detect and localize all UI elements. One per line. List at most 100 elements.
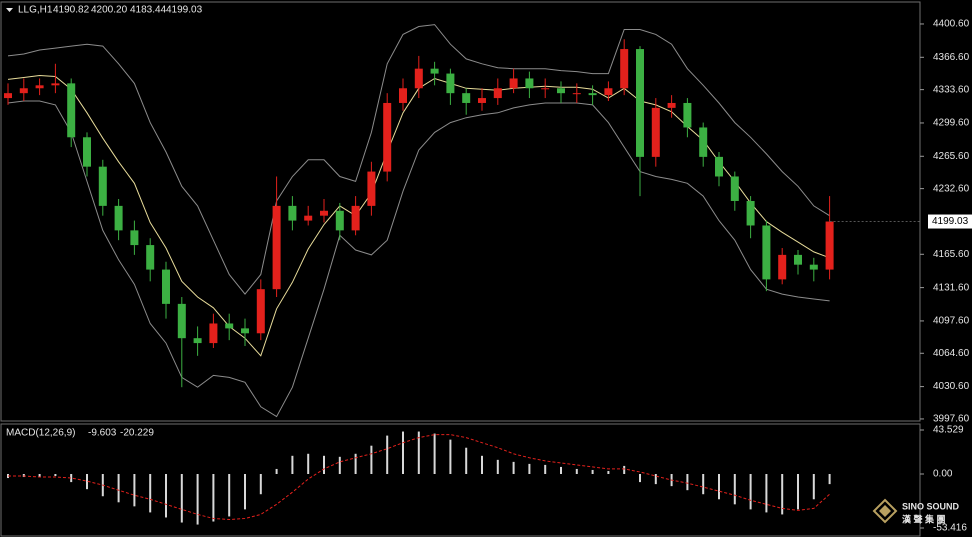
histogram-bar [244,474,246,510]
histogram-bar [338,456,341,475]
histogram-bar [54,474,57,477]
histogram-bar [733,474,736,505]
y-tick-label: 43.529 [933,425,964,436]
current-price-label: 4199.03 [932,216,969,227]
candle-body [541,88,550,90]
candle-body [620,49,629,89]
symbol-title: LLG,H1 [18,5,53,16]
histogram-bar [38,474,41,478]
y-tick-label: 4097.60 [933,316,970,327]
candle-body [51,83,60,86]
candle-body [209,323,218,344]
header-value: -9.603 [88,428,117,439]
candle-body [83,137,91,167]
candle-body [825,221,834,270]
candle-body [414,68,423,89]
indicator-line [7,74,830,357]
header-value: 4200.20 [91,5,128,16]
candle-body [67,83,76,138]
logo [872,498,898,524]
candle-body [98,166,107,206]
histogram-bar [544,464,547,475]
histogram-bar [575,468,578,475]
histogram-bar [702,474,705,495]
histogram-bar [718,474,720,500]
y-tick-label: 4265.60 [933,151,970,162]
histogram-bar [117,474,120,503]
candle-body [525,78,534,89]
histogram-bar [654,474,657,485]
histogram-bar [133,474,136,507]
current-price-box [928,214,972,229]
candle-body [730,176,739,201]
histogram-bar [797,474,799,510]
brand: SINO SOUND [902,501,960,511]
logo-inner [879,505,891,517]
histogram-bar [228,474,231,517]
histogram-bar [370,445,373,475]
candle-body [446,73,455,94]
histogram-bar [149,474,152,513]
candle-body [683,102,692,128]
header-value: 4199.03 [166,5,203,16]
histogram-bar [639,474,641,483]
histogram-bar [496,459,499,475]
indicator-line [8,434,830,521]
histogram-bar [86,474,88,490]
y-tick-label: -53.416 [933,523,967,534]
candle-body [367,171,376,206]
histogram-bar [307,453,310,475]
candle-body [699,127,708,157]
histogram-bar [196,474,199,525]
histogram-bar [70,474,73,483]
histogram-bar [449,439,452,475]
candle-body [399,88,407,103]
candle-body [478,98,486,103]
candle-body [335,210,344,231]
histogram-bar [402,431,404,475]
candle-body [604,88,613,96]
histogram-bar [560,466,562,475]
candle-body [146,245,155,270]
candle-body [4,93,12,99]
y-tick-label: 3997.60 [933,414,970,425]
candle-body [241,328,249,334]
menu-triangle[interactable] [6,8,13,12]
y-tick-label: 4232.60 [933,183,970,194]
y-tick-label: 4064.60 [933,348,970,359]
histogram-bar [781,474,784,515]
candle-body [193,338,202,344]
candle-body [715,156,723,177]
watermark: SINO SOUND 漢 聲 集 團 [872,498,960,524]
candle-body [557,88,565,94]
histogram-bar [686,474,689,491]
histogram-bar [165,474,167,518]
candle-body [256,289,265,334]
candle-body [794,254,802,265]
candle-body [177,303,186,339]
y-tick-label: 4333.60 [933,84,970,95]
candle-body [272,205,281,290]
histogram-bar [465,447,468,475]
y-tick-label: 4366.60 [933,52,970,63]
histogram-bar [417,431,420,475]
histogram-bar [528,463,531,475]
histogram-bar [749,474,752,510]
brand-chinese: 漢 聲 集 團 [902,513,946,524]
histogram-bar [623,465,626,475]
y-tick-label: 4131.60 [933,282,970,293]
indicator-line [7,100,830,418]
candle-body [320,210,328,216]
candle-body [462,93,471,103]
y-tick-label: 4299.60 [933,118,970,129]
histogram-bar [259,474,262,495]
candle-body [762,225,771,280]
candle-body [667,102,676,108]
candle-body [383,102,392,172]
macd-panel [0,423,921,537]
candle-body [162,269,170,304]
histogram-bar [212,474,215,522]
candle-body [651,107,660,157]
histogram-bar [180,474,183,523]
indicator-line [7,24,830,295]
